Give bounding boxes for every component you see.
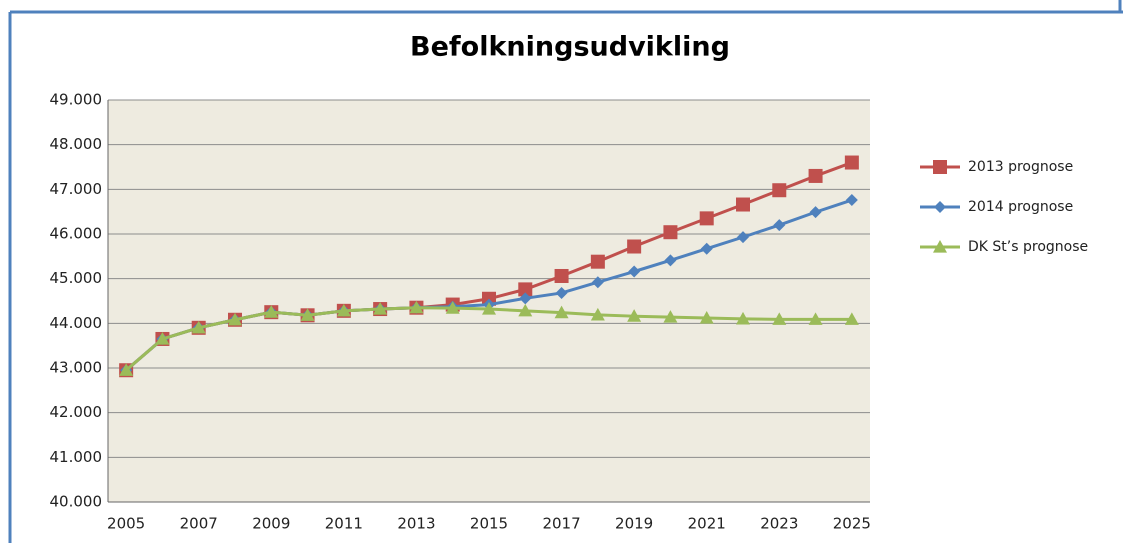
marker bbox=[844, 155, 859, 170]
y-tick-label: 41.000 bbox=[50, 448, 103, 466]
marker bbox=[808, 312, 823, 325]
marker bbox=[590, 307, 605, 321]
marker bbox=[518, 282, 533, 297]
marker bbox=[934, 201, 946, 213]
marker bbox=[191, 320, 206, 334]
x-tick-label: 2013 bbox=[397, 515, 435, 533]
marker bbox=[300, 308, 315, 321]
x-tick-label: 2005 bbox=[107, 515, 145, 533]
marker bbox=[264, 305, 279, 318]
marker bbox=[627, 239, 642, 254]
marker bbox=[373, 302, 388, 315]
marker bbox=[809, 206, 822, 219]
marker bbox=[700, 242, 713, 255]
marker bbox=[844, 312, 859, 325]
marker bbox=[772, 183, 787, 198]
marker bbox=[699, 211, 714, 226]
marker bbox=[808, 168, 823, 183]
marker bbox=[845, 194, 858, 207]
marker bbox=[228, 312, 242, 326]
y-tick-label: 48.000 bbox=[50, 135, 103, 153]
legend-label: DK St’s prognose bbox=[968, 239, 1088, 255]
marker bbox=[590, 254, 605, 269]
legend-label: 2013 prognose bbox=[968, 159, 1073, 175]
marker bbox=[554, 305, 569, 319]
marker bbox=[555, 286, 568, 299]
marker bbox=[663, 225, 678, 240]
marker bbox=[519, 292, 532, 305]
marker bbox=[737, 231, 749, 244]
marker bbox=[628, 265, 641, 278]
y-tick-label: 43.000 bbox=[50, 359, 103, 377]
marker bbox=[155, 331, 170, 345]
y-tick-label: 49.000 bbox=[50, 91, 103, 109]
marker bbox=[518, 303, 533, 317]
marker bbox=[627, 309, 642, 322]
y-tick-label: 46.000 bbox=[50, 225, 103, 243]
marker bbox=[336, 303, 351, 317]
marker bbox=[736, 197, 750, 212]
x-tick-label: 2017 bbox=[542, 515, 580, 533]
legend-label: 2014 prognose bbox=[968, 199, 1073, 215]
x-tick-label: 2023 bbox=[760, 515, 798, 533]
marker bbox=[933, 160, 947, 174]
marker bbox=[482, 302, 496, 315]
marker bbox=[772, 312, 787, 325]
marker bbox=[591, 276, 604, 289]
marker bbox=[663, 310, 678, 323]
y-tick-label: 45.000 bbox=[50, 269, 103, 287]
marker bbox=[699, 310, 714, 324]
y-tick-label: 44.000 bbox=[50, 314, 103, 332]
marker bbox=[736, 311, 750, 325]
x-tick-label: 2015 bbox=[470, 515, 508, 533]
chart-title: Befolkningsudvikling bbox=[410, 32, 730, 63]
x-tick-label: 2025 bbox=[833, 515, 871, 533]
x-tick-label: 2007 bbox=[180, 515, 218, 533]
y-tick-label: 47.000 bbox=[50, 180, 103, 198]
x-tick-label: 2019 bbox=[615, 515, 653, 533]
x-tick-label: 2009 bbox=[252, 515, 290, 533]
y-tick-label: 40.000 bbox=[50, 493, 103, 511]
marker bbox=[119, 363, 134, 376]
marker bbox=[409, 300, 424, 314]
marker bbox=[773, 219, 786, 232]
marker bbox=[933, 240, 947, 253]
x-tick-label: 2011 bbox=[325, 515, 363, 533]
y-tick-label: 42.000 bbox=[50, 403, 103, 421]
marker bbox=[554, 268, 569, 283]
x-tick-label: 2021 bbox=[688, 515, 726, 533]
marker bbox=[664, 254, 677, 267]
marker bbox=[445, 301, 460, 314]
